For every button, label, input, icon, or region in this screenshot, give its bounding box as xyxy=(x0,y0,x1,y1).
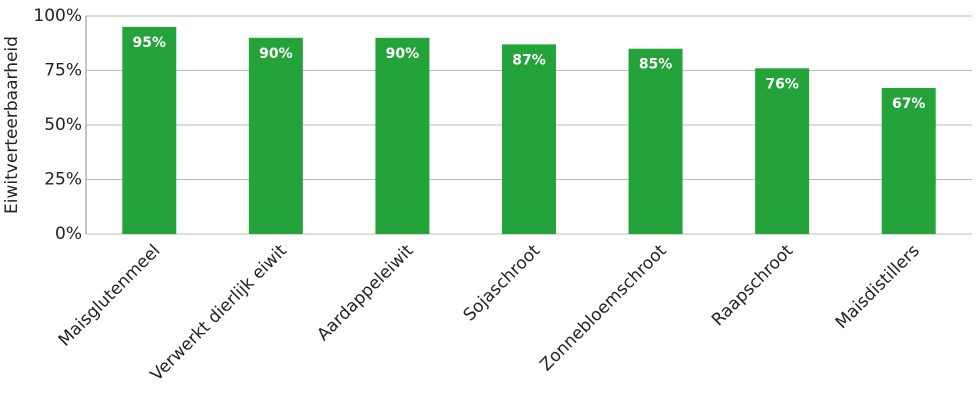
y-tick-label: 25% xyxy=(44,170,82,190)
y-tick-label: 75% xyxy=(44,61,82,81)
value-label: 85% xyxy=(639,57,673,73)
value-label: 67% xyxy=(892,96,926,112)
x-tick-label: Verwerkt dierlijk eiwit xyxy=(147,241,291,385)
x-tick-label: Maisdistillers xyxy=(832,241,924,333)
x-tick-label: Zonnebloemschroot xyxy=(536,241,671,376)
bar xyxy=(375,37,430,234)
bar xyxy=(881,87,936,234)
value-label: 87% xyxy=(512,52,546,68)
y-tick-label: 100% xyxy=(33,6,82,26)
bar xyxy=(248,37,303,234)
bar xyxy=(628,48,683,235)
x-tick-label: Maisglutenmeel xyxy=(55,241,165,351)
value-label: 76% xyxy=(765,76,799,92)
x-tick-label: Aardappeleiwit xyxy=(313,241,417,345)
bar xyxy=(755,68,810,234)
y-tick-label: 0% xyxy=(55,224,82,244)
x-tick-label: Sojaschroot xyxy=(460,241,545,326)
value-label: 90% xyxy=(259,46,293,62)
bar xyxy=(122,26,177,235)
y-tick-label: 50% xyxy=(44,115,82,135)
value-label: 95% xyxy=(133,35,167,51)
y-axis-title: Eiwitverteerbaarheid xyxy=(2,36,22,214)
x-tick-label: Raapschroot xyxy=(708,241,797,330)
value-label: 90% xyxy=(386,46,420,62)
bar xyxy=(502,44,556,235)
